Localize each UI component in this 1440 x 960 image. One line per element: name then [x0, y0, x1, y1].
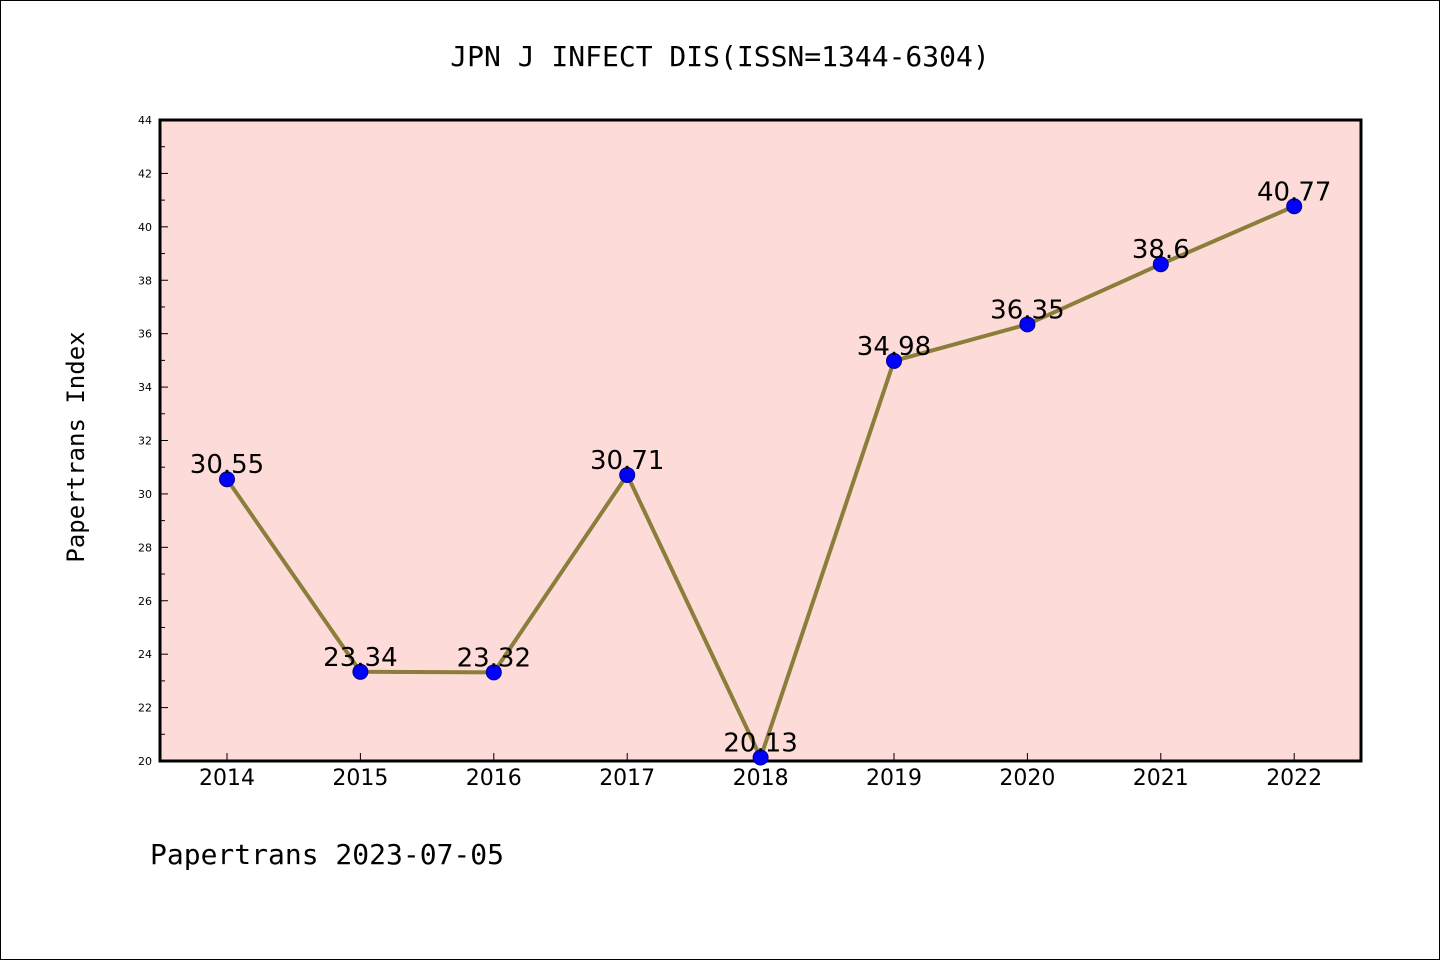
- y-tick-label: 28: [138, 541, 152, 554]
- data-point: [1286, 198, 1303, 215]
- y-tick-label: 40: [138, 221, 152, 234]
- x-tick-label: 2021: [1133, 766, 1189, 791]
- y-tick-label: 34: [138, 381, 152, 394]
- y-tick-label: 36: [138, 328, 152, 341]
- data-labels: 30.55 23.34 23.32 30.71 20.13 34.98 36.35 38.6 4…: [190, 177, 1332, 758]
- x-axis: 2014 2015 2016 2017 2018 2019 2020 2021 2022: [199, 753, 1322, 791]
- x-tick-label: 2016: [466, 766, 522, 791]
- x-tick-label: 2017: [599, 766, 655, 791]
- data-label: 20.13: [723, 729, 797, 759]
- y-axis-label: Papertrans Index: [62, 331, 90, 562]
- data-point: [219, 471, 235, 488]
- data-label: 34.98: [857, 332, 931, 362]
- y-tick-label: 42: [138, 167, 152, 180]
- data-point: [1019, 316, 1036, 333]
- y-tick-label: 24: [138, 648, 152, 661]
- x-tick-label: 2020: [999, 766, 1055, 791]
- footer-date-label: Papertrans 2023-07-05: [150, 838, 504, 871]
- plot-area: [158, 118, 1363, 763]
- chart-title: JPN J INFECT DIS(ISSN=1344-6304): [450, 40, 989, 73]
- y-tick-label: 44: [138, 114, 152, 127]
- y-tick-label: 38: [138, 274, 152, 287]
- data-point: [619, 466, 636, 483]
- x-tick-label: 2018: [733, 766, 789, 791]
- x-tick-label: 2019: [866, 766, 922, 791]
- data-point: [752, 749, 769, 766]
- data-label: 23.32: [457, 643, 531, 673]
- x-tick-label: 2022: [1266, 766, 1322, 791]
- data-point: [352, 663, 369, 680]
- series-papertrans-index: [219, 198, 1303, 766]
- data-label: 40.77: [1257, 177, 1331, 207]
- data-label: 38.6: [1132, 235, 1190, 265]
- y-axis: 20 22 24 26 28 30 32 34 36 38 40 42 44: [138, 114, 168, 768]
- data-label: 23.34: [323, 643, 397, 673]
- y-tick-label: 20: [138, 755, 152, 768]
- data-point: [485, 664, 502, 681]
- y-tick-label: 26: [138, 595, 152, 608]
- y-tick-label: 32: [138, 435, 152, 448]
- x-tick-label: 2015: [332, 766, 388, 791]
- data-label: 30.55: [190, 450, 264, 480]
- data-label: 30.71: [590, 446, 664, 476]
- y-tick-label: 30: [138, 488, 152, 501]
- data-point: [886, 352, 902, 369]
- x-tick-label: 2014: [199, 766, 255, 791]
- data-label: 36.35: [990, 295, 1064, 325]
- y-tick-label: 22: [138, 702, 152, 715]
- data-point: [1152, 256, 1169, 273]
